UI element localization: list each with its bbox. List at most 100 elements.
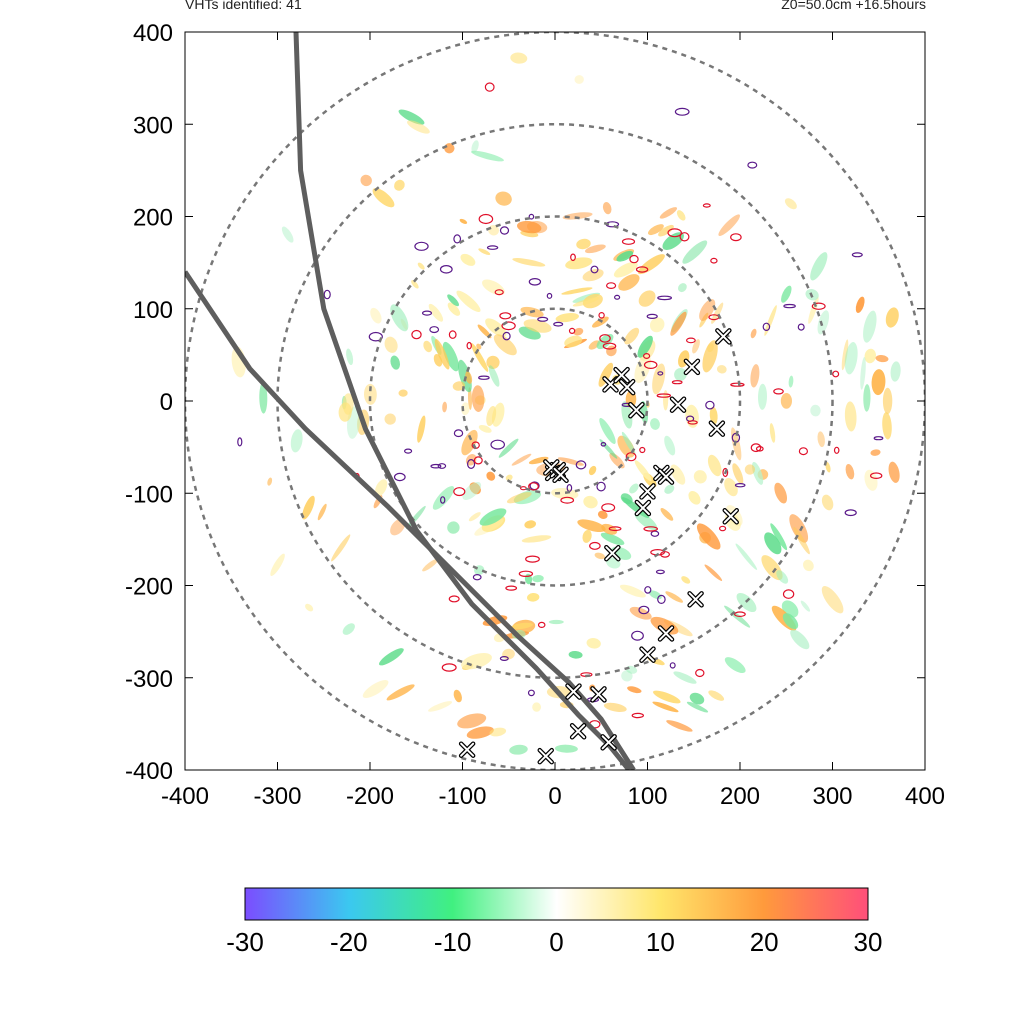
field-blob <box>750 364 760 388</box>
contour-loop <box>710 257 718 264</box>
field-blob <box>459 218 468 224</box>
field-blob <box>259 382 268 414</box>
field-blob <box>460 253 476 266</box>
field-blob <box>696 523 721 550</box>
colorbar-tick-label: -10 <box>434 927 472 957</box>
contour-loop <box>873 436 884 441</box>
field-blob <box>634 511 658 531</box>
field-blob <box>716 365 727 374</box>
range-rings <box>185 32 925 770</box>
colorbar-bar <box>244 887 869 921</box>
field-blob <box>574 75 584 84</box>
contour-loop <box>553 321 564 327</box>
colorbar-tick-label: 0 <box>549 927 563 957</box>
contour-loop <box>490 439 505 450</box>
contour-loop <box>844 509 857 517</box>
field-blob <box>704 564 723 581</box>
contour-loop <box>453 429 464 438</box>
contour-loop <box>687 420 698 425</box>
contour-loop <box>430 463 442 469</box>
field-blob <box>586 638 601 649</box>
contour-loop <box>639 446 646 454</box>
field-blob <box>634 460 652 482</box>
contour-loop <box>528 277 542 286</box>
contour-loop <box>638 605 650 615</box>
field-blob <box>461 402 470 416</box>
field-blob <box>428 701 453 712</box>
field-blob <box>474 518 504 536</box>
vht-marker <box>639 646 656 663</box>
contour-loop <box>537 621 546 629</box>
field-blob <box>565 257 593 270</box>
vht-marker <box>669 396 687 413</box>
contour-loop <box>439 264 453 274</box>
field-blob <box>618 274 640 291</box>
contour-loop <box>656 393 672 398</box>
field-blob <box>638 290 656 307</box>
field-blob <box>317 503 327 521</box>
field-blob <box>619 584 646 598</box>
field-blob <box>506 492 532 504</box>
contour-loop <box>755 445 764 452</box>
field-blob <box>662 232 684 250</box>
field-blob <box>647 224 664 236</box>
field-blob <box>362 680 389 698</box>
field-blob <box>557 457 584 466</box>
contour-loop <box>621 238 636 245</box>
x-tick-label: 0 <box>548 783 561 810</box>
field-blob <box>363 383 377 405</box>
field-blob <box>488 365 500 387</box>
contour-loop <box>596 481 606 492</box>
contour-loop <box>750 443 762 453</box>
contour-loop <box>453 234 462 244</box>
field-blob <box>390 304 409 332</box>
field-blob <box>452 381 466 391</box>
field-blob <box>532 702 542 712</box>
axes: -400 -300 -200 -100 0 100 200 300 400 -400 -300 -20… <box>125 20 945 810</box>
field-blob <box>523 319 552 333</box>
vht-marker-cross <box>460 742 475 757</box>
field-blob <box>757 383 768 410</box>
field-blob <box>456 290 481 313</box>
y-tick-label: -100 <box>125 481 173 508</box>
contour-loop <box>686 337 696 344</box>
field-blob <box>637 335 653 358</box>
field-blob <box>476 343 482 350</box>
vht-marker-cross <box>640 484 655 499</box>
contour-loop <box>525 555 540 563</box>
contour-loop <box>870 472 883 480</box>
colorbar-tick-label: -30 <box>226 927 264 957</box>
x-tick-label: 300 <box>812 783 852 810</box>
field-blob <box>871 369 886 396</box>
field-blob <box>664 484 675 494</box>
y-tick-label: 0 <box>160 389 173 416</box>
field-blob <box>707 454 722 477</box>
field-blob <box>688 490 701 505</box>
contour-loop <box>502 331 511 341</box>
vht-marker-cross <box>684 359 699 374</box>
colorbar-tick-label: -20 <box>330 927 368 957</box>
contour-loop <box>629 254 639 264</box>
contour-loop <box>486 245 499 250</box>
vht-marker <box>657 625 675 642</box>
contour-loop <box>783 303 796 309</box>
field-blob <box>583 495 598 509</box>
contour-loop <box>499 655 509 661</box>
vht-marker <box>708 420 726 437</box>
field-blob <box>658 224 674 237</box>
range-ring-200 <box>368 215 742 587</box>
field-blob <box>870 449 881 456</box>
vht-marker <box>628 401 645 419</box>
vht-marker-cross <box>605 546 620 561</box>
field-blob <box>471 385 485 412</box>
field-blob <box>602 202 612 215</box>
field-blob <box>844 401 857 432</box>
time-label: Z0=50.0cm +16.5hours <box>781 0 926 12</box>
field-blob <box>702 340 718 373</box>
field-blob <box>434 338 450 370</box>
field-blob <box>844 342 858 375</box>
contour-loop <box>734 611 746 618</box>
contour-loop <box>631 630 644 641</box>
vht-marker-cross <box>614 368 629 383</box>
